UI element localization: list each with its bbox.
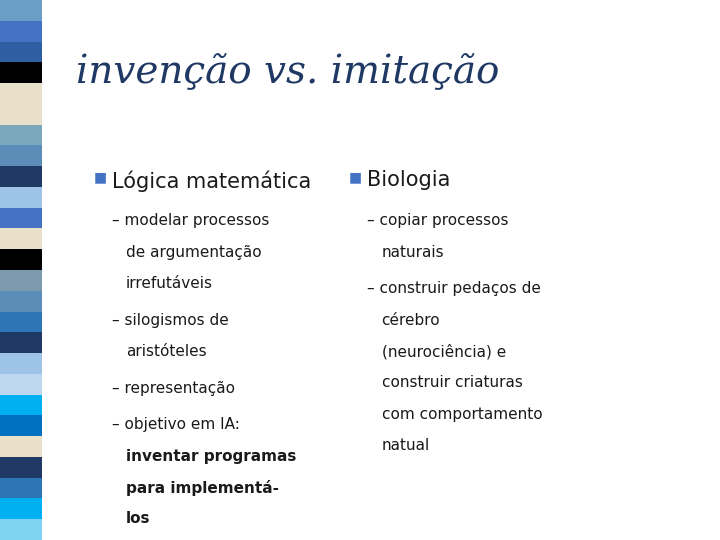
Bar	[0, 249, 42, 270]
Bar	[0, 478, 42, 498]
Bar	[0, 498, 42, 519]
Bar	[0, 395, 42, 415]
Text: (neurociência) e: (neurociência) e	[382, 344, 506, 360]
Text: – objetivo em IA:: – objetivo em IA:	[112, 417, 240, 433]
Text: cérebro: cérebro	[382, 313, 440, 328]
Bar	[0, 104, 42, 125]
Bar	[0, 291, 42, 312]
Bar	[0, 353, 42, 374]
Text: com comportamento: com comportamento	[382, 407, 542, 422]
Text: – copiar processos: – copiar processos	[367, 213, 509, 228]
Bar	[0, 457, 42, 478]
Bar	[0, 312, 42, 332]
Bar	[0, 0, 42, 21]
Text: aristóteles: aristóteles	[126, 344, 207, 359]
Text: irrefutáveis: irrefutáveis	[126, 276, 213, 291]
Text: – silogismos de: – silogismos de	[112, 313, 228, 328]
Bar	[0, 519, 42, 540]
Text: ■: ■	[349, 170, 362, 184]
Bar	[0, 374, 42, 395]
Text: Biologia: Biologia	[367, 170, 451, 190]
Text: ■: ■	[94, 170, 107, 184]
Bar	[0, 208, 42, 228]
Bar	[0, 145, 42, 166]
Bar	[0, 332, 42, 353]
Bar	[0, 83, 42, 104]
Text: natual: natual	[382, 438, 430, 453]
Bar	[0, 415, 42, 436]
Bar	[0, 228, 42, 249]
Bar	[0, 125, 42, 145]
Bar	[0, 166, 42, 187]
Bar	[0, 436, 42, 457]
Bar	[0, 270, 42, 291]
Bar	[0, 21, 42, 42]
Text: – construir pedaços de: – construir pedaços de	[367, 281, 541, 296]
Bar	[0, 187, 42, 208]
Text: invenção vs. imitação: invenção vs. imitação	[76, 54, 499, 91]
Text: naturais: naturais	[382, 245, 444, 260]
Text: Lógica matemática: Lógica matemática	[112, 170, 311, 192]
Bar	[0, 42, 42, 62]
Text: de argumentação: de argumentação	[126, 245, 261, 260]
Text: inventar programas: inventar programas	[126, 449, 297, 464]
Bar	[0, 62, 42, 83]
Text: construir criaturas: construir criaturas	[382, 375, 523, 390]
Text: para implementá-: para implementá-	[126, 480, 279, 496]
Text: – representação: – representação	[112, 381, 235, 396]
Text: – modelar processos: – modelar processos	[112, 213, 269, 228]
Text: los: los	[126, 511, 150, 526]
